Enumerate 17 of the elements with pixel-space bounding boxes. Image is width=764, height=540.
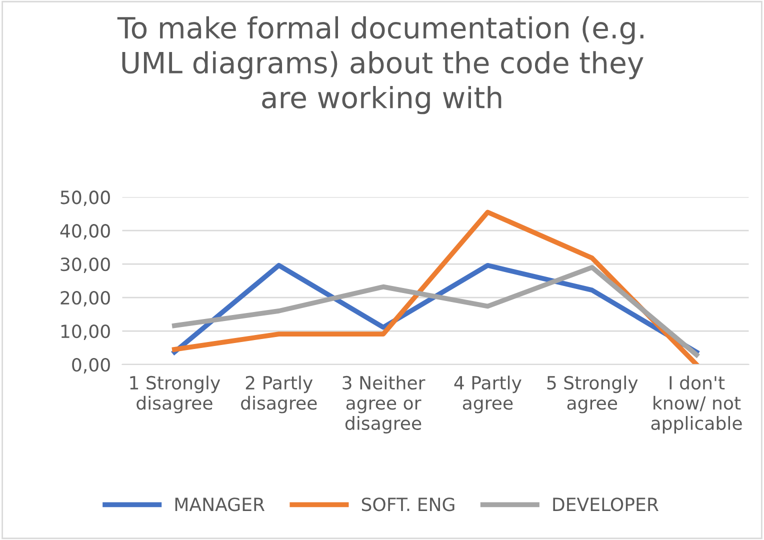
x-tick-label: 3 Neither agree or disagree [342,376,426,434]
legend-label: SOFT. ENG [362,498,454,512]
y-tick-label: 50,00 [60,190,110,206]
x-tick-label: I don't know/ not applicable [651,376,742,434]
chart-title: To make formal documentation (e.g. UML diagrams) about the code they are working with [117,16,644,114]
legend-label: MANAGER [175,498,265,512]
x-tick-label: 2 Partly disagree [241,376,317,414]
x-tick-label: 5 Strongly agree [547,376,638,414]
x-tick-label: 4 Partly agree [454,376,522,414]
y-tick-label: 40,00 [60,224,110,240]
legend-label: DEVELOPER [553,498,658,512]
y-tick-label: 10,00 [61,324,110,340]
x-tick-label: 1 Strongly disagree [130,376,220,414]
y-tick-label: 30,00 [60,258,110,274]
y-tick-label: 20,00 [60,291,110,306]
y-tick-label: 0,00 [72,358,110,374]
line-series [172,210,699,364]
